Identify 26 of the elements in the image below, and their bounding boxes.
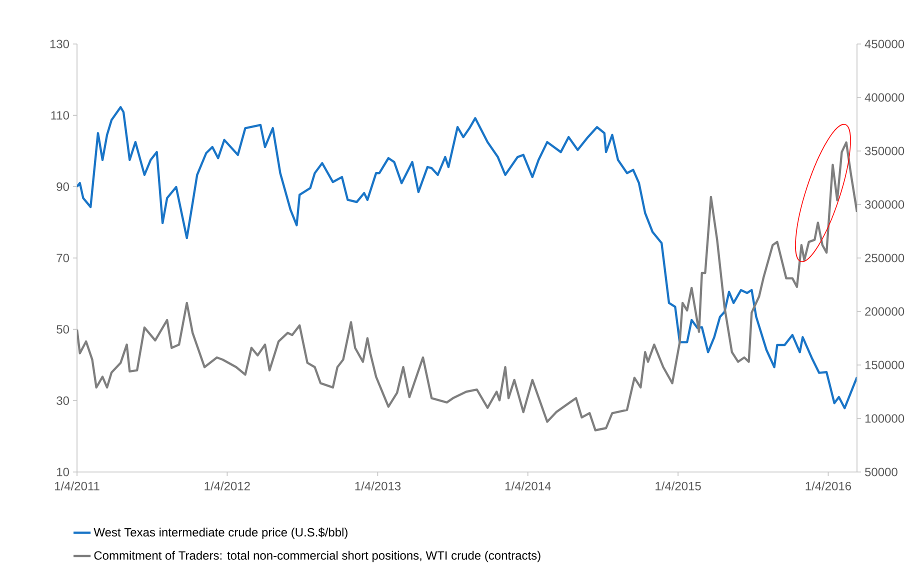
y-tick-label: 10 xyxy=(57,468,70,476)
y-tick-label: 110 xyxy=(51,111,70,120)
y2-tick-label: 100000 xyxy=(865,414,904,423)
x-tick-label: 1/4/2016 xyxy=(806,482,852,490)
y-tick-label: 70 xyxy=(56,254,70,262)
y-tick-label: 130 xyxy=(50,40,70,48)
y2-tick-label: 300000 xyxy=(864,200,904,209)
x-tick-label: 1/4/2012 xyxy=(204,482,250,490)
y2-tick-label: 450000 xyxy=(864,40,904,48)
y2-tick-label: 250000 xyxy=(865,254,904,262)
y2-tick-label: 400000 xyxy=(864,93,904,102)
y-tick-label: 30 xyxy=(56,396,70,405)
y2-tick-label: 50000 xyxy=(865,468,898,476)
line-series xyxy=(77,141,857,432)
line-series xyxy=(77,106,857,410)
x-tick-label: 1/4/2015 xyxy=(656,482,701,490)
y2-tick-label: 200000 xyxy=(865,307,904,316)
y2-tick-label: 350000 xyxy=(864,146,904,156)
y-tick-label: 90 xyxy=(56,182,70,191)
legend-label: West Texas intermediate crude price (U.S.$/bbl) xyxy=(94,528,348,539)
legend-label: Commitment of Traders: total non-commercial short positions, WTI crude (contracts) xyxy=(94,550,540,562)
y-tick-label: 50 xyxy=(56,325,70,334)
x-tick-label: 1/4/2011 xyxy=(55,482,100,490)
y2-tick-label: 150000 xyxy=(865,360,904,370)
x-tick-label: 1/4/2014 xyxy=(505,482,551,490)
x-tick-label: 1/4/2013 xyxy=(355,482,401,490)
